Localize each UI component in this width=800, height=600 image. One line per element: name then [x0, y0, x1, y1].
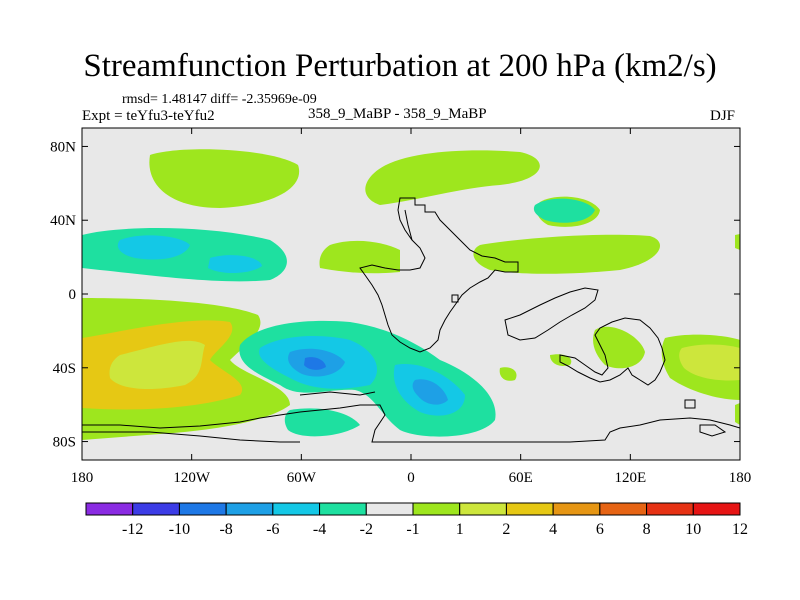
coastline	[504, 287, 599, 341]
colorbar-label: -10	[169, 521, 190, 538]
x-axis: 180 120W 60W 0 60E 120E 180	[71, 128, 752, 486]
experiment-label: Expt = teYfu3-teYfu2	[82, 108, 215, 124]
positive-region	[679, 344, 740, 381]
coastline	[699, 424, 727, 437]
x-tick-label: 60E	[509, 470, 533, 486]
colorbar-label: -12	[122, 521, 143, 538]
x-tick-label: 60W	[287, 470, 317, 486]
positive-region	[550, 354, 572, 366]
y-tick-label: 40S	[53, 361, 76, 377]
y-tick-label: 0	[69, 287, 77, 303]
colorbar-swatch	[552, 502, 601, 516]
colorbar-swatch	[505, 502, 554, 516]
colorbar-label: -8	[219, 521, 232, 538]
positive-region	[735, 403, 740, 425]
colorbar: -12 -10 -8 -6 -4 -2 -1 1 2 4 6 8 10 12	[85, 502, 748, 538]
positive-region	[473, 234, 660, 274]
positive-region	[499, 367, 517, 381]
coastline	[404, 209, 413, 241]
colorbar-label: 4	[549, 521, 557, 538]
colorbar-swatch	[132, 502, 180, 516]
y-tick-label: 80S	[53, 435, 76, 451]
colorbar-label: 2	[502, 521, 510, 538]
colorbar-label: -4	[313, 521, 326, 538]
negative-region	[304, 357, 326, 370]
colorbar-label: 8	[643, 521, 651, 538]
colorbar-swatch	[272, 502, 321, 516]
positive-region	[319, 240, 400, 274]
positive-region	[735, 234, 740, 250]
negative-region	[284, 408, 360, 437]
coastline	[299, 391, 376, 396]
period-label: 358_9_MaBP - 358_9_MaBP	[308, 106, 487, 122]
colorbar-label: -6	[266, 521, 279, 538]
coastline	[82, 404, 740, 443]
y-tick-label: 80N	[50, 139, 76, 155]
colorbar-swatch	[178, 502, 227, 516]
positive-region	[365, 150, 540, 205]
colorbar-label: 1	[456, 521, 464, 538]
colorbar-label: -2	[360, 521, 373, 538]
colorbar-label: 12	[732, 521, 748, 538]
stats-label: rmsd= 1.48147 diff= -2.35969e-09	[122, 92, 317, 107]
colorbar-label: 10	[685, 521, 701, 538]
y-axis: 80N 40N 0 40S 80S	[50, 139, 740, 451]
season-label: DJF	[710, 108, 736, 124]
colorbar-swatch	[412, 502, 461, 516]
negative-region	[412, 379, 448, 405]
x-tick-label: 120W	[173, 470, 211, 486]
x-tick-label: 0	[407, 470, 415, 486]
y-tick-label: 40N	[50, 213, 76, 229]
coastlines	[82, 197, 740, 443]
coastline	[82, 431, 300, 443]
colorbar-swatch	[85, 502, 134, 516]
colorbar-swatch	[319, 502, 367, 516]
colorbar-swatch	[365, 502, 414, 516]
colorbar-swatch	[692, 502, 741, 516]
colorbar-label: -1	[406, 521, 419, 538]
positive-region	[109, 340, 205, 390]
coastline	[359, 197, 519, 353]
colorbar-swatch	[225, 502, 274, 516]
colorbar-swatch	[599, 502, 648, 516]
negative-region	[533, 198, 595, 223]
coastline	[559, 317, 666, 386]
x-tick-label: 180	[729, 470, 752, 486]
x-tick-label: 120E	[614, 470, 646, 486]
map-field	[82, 128, 740, 460]
negative-region	[208, 255, 262, 274]
positive-region	[149, 149, 300, 208]
coastline	[451, 294, 459, 303]
colorbar-swatch	[459, 502, 507, 516]
colorbar-label: 6	[596, 521, 604, 538]
negative-region	[117, 235, 190, 260]
coastline	[684, 399, 696, 409]
x-tick-label: 180	[71, 470, 94, 486]
colorbar-swatch	[646, 502, 694, 516]
map-title: Streamfunction Perturbation at 200 hPa (…	[83, 48, 717, 84]
